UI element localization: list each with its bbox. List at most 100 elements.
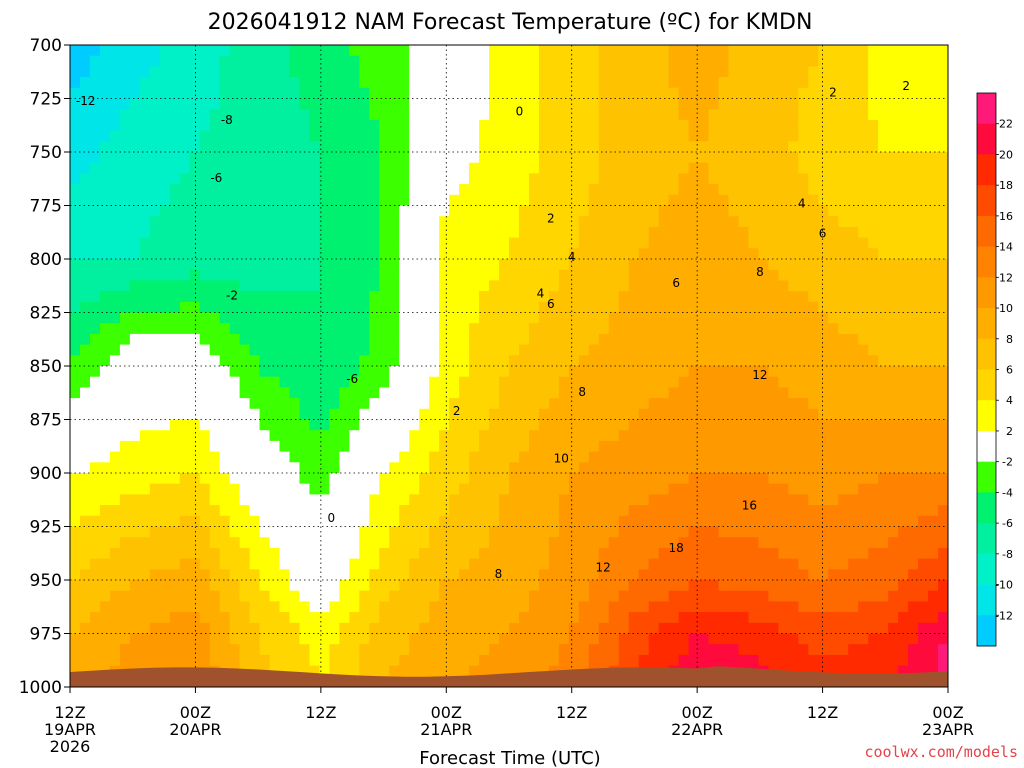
heat-cell	[119, 162, 131, 174]
heat-cell	[419, 387, 430, 399]
heat-cell	[289, 462, 301, 474]
heat-cell	[858, 483, 869, 495]
heat-cell	[528, 612, 540, 624]
heat-cell	[179, 291, 191, 303]
heat-cell	[389, 494, 400, 506]
heat-cell	[828, 558, 839, 570]
heat-cell	[299, 505, 311, 517]
heat-cell	[349, 173, 360, 185]
heat-cell	[109, 98, 121, 110]
heat-cell	[389, 55, 400, 67]
heat-cell	[159, 505, 171, 517]
heat-cell	[139, 248, 151, 260]
heat-cell	[259, 205, 271, 217]
heat-cell	[918, 109, 929, 121]
heat-cell	[379, 569, 390, 581]
heat-cell	[209, 398, 221, 410]
heat-cell	[499, 226, 510, 239]
heat-cell	[469, 130, 480, 142]
heat-cell	[578, 226, 590, 239]
heat-cell	[878, 77, 889, 89]
heat-cell	[289, 387, 301, 399]
heat-cell	[319, 259, 331, 271]
heat-cell	[169, 152, 181, 164]
heat-cell	[728, 580, 740, 592]
heat-cell	[119, 119, 131, 132]
heat-cell	[359, 66, 370, 78]
heat-cell	[538, 537, 550, 549]
heat-cell	[329, 366, 340, 378]
heat-cell	[608, 622, 620, 635]
heat-cell	[399, 440, 410, 453]
heat-cell	[558, 526, 570, 538]
heat-cell	[289, 291, 301, 303]
heat-cell	[449, 109, 460, 121]
heat-cell	[399, 569, 410, 581]
heat-cell	[149, 633, 161, 645]
heat-cell	[159, 398, 171, 410]
heat-cell	[618, 141, 630, 153]
heat-cell	[658, 376, 670, 388]
heat-cell	[868, 55, 879, 67]
heat-cell	[169, 184, 181, 196]
heat-cell	[459, 483, 470, 495]
heat-cell	[538, 580, 550, 592]
heat-cell	[588, 505, 600, 517]
heat-cell	[209, 430, 221, 442]
heat-cell	[598, 323, 610, 335]
heat-cell	[838, 152, 849, 164]
heat-cell	[139, 226, 151, 239]
heat-cell	[848, 344, 859, 356]
heat-cell	[369, 558, 380, 570]
heat-cell	[918, 558, 929, 570]
heat-cell	[359, 323, 370, 335]
heat-cell	[199, 194, 211, 207]
heat-cell	[89, 162, 101, 174]
heat-cell	[329, 462, 340, 474]
heat-cell	[728, 505, 740, 517]
heat-cell	[389, 280, 400, 292]
heat-cell	[608, 366, 620, 378]
heat-cell	[169, 87, 181, 100]
heat-cell	[758, 184, 770, 196]
heat-cell	[459, 259, 470, 271]
heat-cell	[868, 537, 879, 549]
heat-cell	[419, 237, 430, 249]
heat-cell	[299, 291, 311, 303]
heat-cell	[189, 184, 201, 196]
heat-cell	[588, 462, 600, 474]
heat-cell	[499, 66, 510, 78]
heat-cell	[568, 301, 580, 314]
heat-cell	[79, 45, 91, 57]
heat-cell	[429, 558, 440, 570]
heat-cell	[558, 130, 570, 142]
heat-cell	[309, 515, 321, 528]
heat-cell	[818, 205, 829, 217]
heat-cell	[908, 205, 919, 217]
heat-cell	[299, 601, 311, 613]
heat-cell	[129, 547, 141, 560]
heat-cell	[199, 184, 211, 196]
heat-cell	[538, 622, 550, 635]
heat-cell	[489, 526, 500, 538]
heat-cell	[588, 569, 600, 581]
heat-cell	[818, 291, 829, 303]
heat-cell	[538, 66, 550, 78]
heat-cell	[369, 194, 380, 207]
heat-cell	[928, 473, 939, 485]
heat-cell	[239, 462, 251, 474]
heat-cell	[219, 590, 231, 602]
heat-cell	[419, 248, 430, 260]
heat-cell	[279, 387, 291, 399]
heat-cell	[429, 494, 440, 506]
heat-cell	[688, 45, 700, 57]
heat-cell	[518, 344, 530, 356]
heat-cell	[129, 355, 141, 367]
heat-cell	[299, 194, 311, 207]
heat-cell	[219, 216, 231, 228]
heat-cell	[159, 333, 171, 346]
heat-cell	[489, 537, 500, 549]
heat-cell	[548, 569, 560, 581]
heat-cell	[798, 141, 809, 153]
heat-cell	[129, 344, 141, 356]
